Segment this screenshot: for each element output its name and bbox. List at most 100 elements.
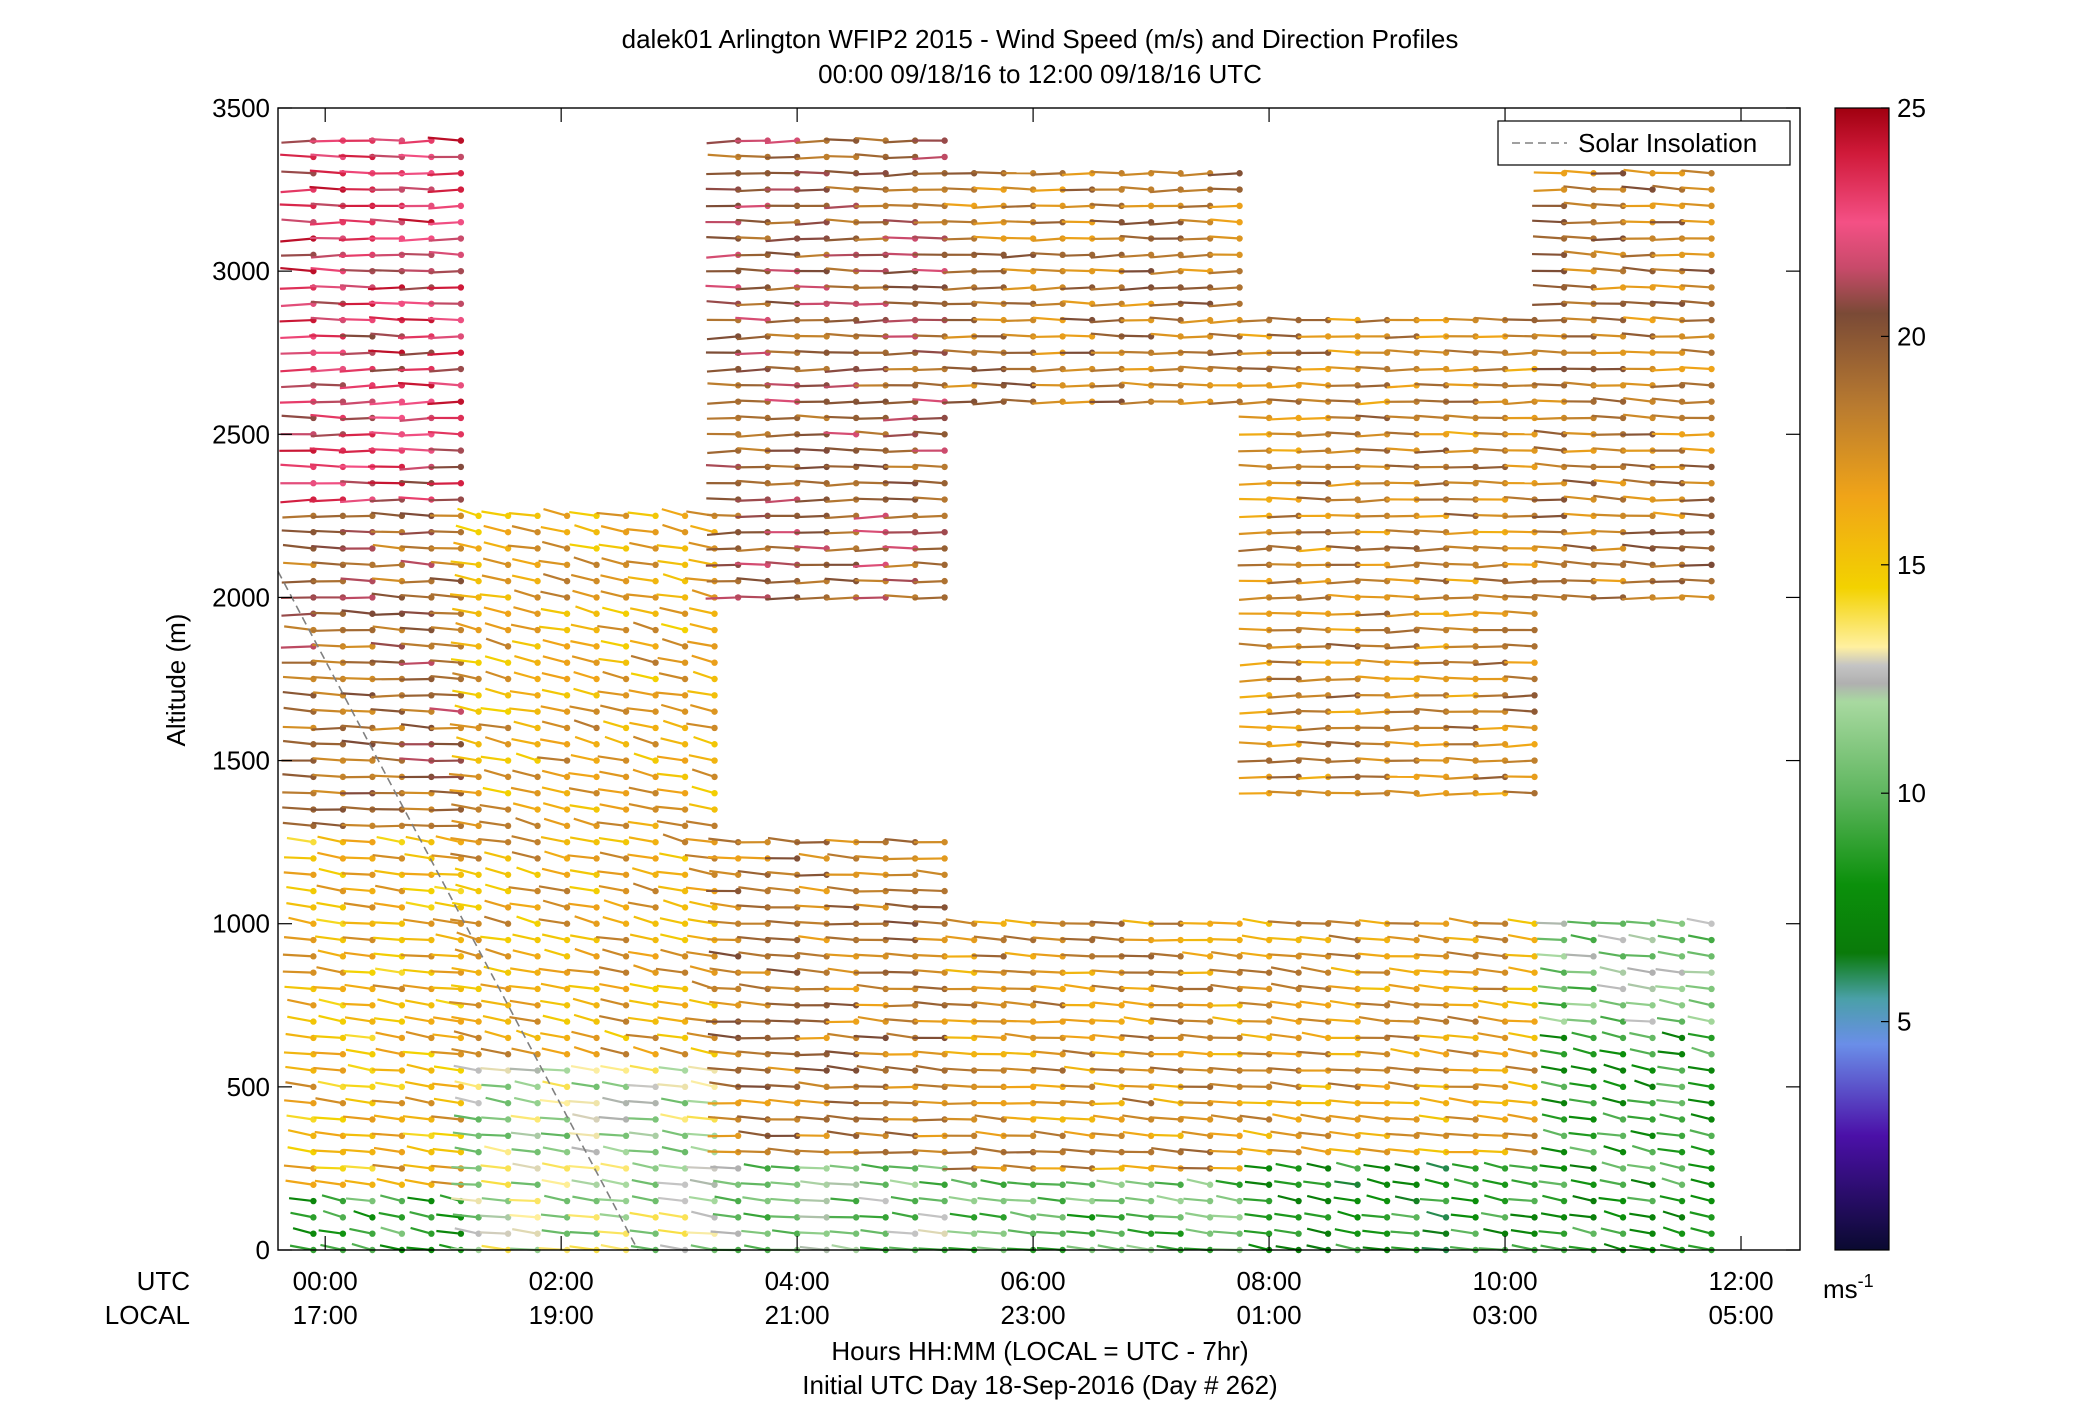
wind-barb (889, 1179, 919, 1188)
wind-barb-head (563, 741, 571, 748)
wind-barb (573, 687, 600, 699)
wind-barb (883, 920, 919, 927)
wind-barb (543, 508, 571, 520)
wind-barb (287, 998, 317, 1009)
wind-barb-head (457, 316, 465, 324)
wind-barb (1391, 1212, 1420, 1221)
wind-barb-shaft (975, 1130, 1004, 1137)
wind-barb (1002, 284, 1037, 291)
wind-barb (1031, 170, 1066, 177)
wind-barb-shaft (451, 1182, 479, 1186)
wind-barb-head (534, 1230, 541, 1237)
wind-barb (1121, 985, 1155, 993)
wind-barb (1120, 170, 1155, 177)
wind-barb-shaft (1091, 1132, 1122, 1137)
wind-barb-shaft (714, 1195, 739, 1203)
wind-barb-head (652, 904, 659, 911)
wind-barb-shaft (736, 399, 768, 403)
wind-barb (399, 626, 435, 634)
wind-barb-head (593, 528, 600, 536)
wind-barb (600, 574, 630, 585)
wind-barb (830, 1197, 860, 1205)
wind-barb-shaft (402, 1050, 432, 1056)
wind-barb-shaft (512, 802, 538, 811)
wind-barb-shaft (287, 998, 314, 1007)
wind-barb-shaft (399, 400, 432, 406)
wind-barb-shaft (573, 556, 597, 566)
wind-barb (798, 1165, 830, 1172)
wind-barb-head (681, 675, 689, 683)
wind-barb-shaft (913, 381, 945, 387)
wind-barb (1120, 186, 1155, 193)
wind-barb (1244, 1213, 1273, 1221)
wind-barb-shaft (628, 1131, 656, 1137)
wind-barb (914, 1132, 948, 1140)
wind-barb-shaft (944, 1036, 975, 1040)
wind-barb (539, 1067, 571, 1074)
wind-barb-shaft (736, 154, 768, 159)
wind-barb (1005, 1197, 1037, 1205)
wind-barb (658, 885, 689, 895)
wind-barb-shaft (572, 997, 597, 1007)
wind-barb (1120, 936, 1155, 944)
wind-barb-shaft (766, 433, 798, 438)
wind-barb-shaft (628, 786, 656, 795)
wind-barb-head (534, 790, 541, 797)
wind-barb (1179, 1002, 1214, 1009)
wind-barb-shaft (855, 1131, 886, 1137)
wind-barb-head (593, 953, 600, 960)
wind-barb-shaft (1208, 400, 1240, 405)
wind-barb-shaft (628, 689, 656, 697)
wind-barb-shaft (1002, 186, 1034, 191)
wind-barb-shaft (481, 1179, 509, 1186)
wind-barb-shaft (770, 1215, 798, 1219)
wind-barb-shaft (973, 221, 1004, 225)
wind-barb-shaft (1208, 332, 1240, 338)
wind-barb (1306, 1194, 1332, 1205)
wind-barb-shaft (829, 1230, 857, 1235)
wind-barb (913, 577, 948, 585)
wind-barb-head (911, 871, 919, 878)
wind-barb-head (1413, 1181, 1420, 1188)
wind-barb-shaft (1061, 1084, 1093, 1088)
wind-barb (1004, 1032, 1037, 1042)
wind-barb-head (652, 855, 659, 862)
wind-barb (285, 1081, 317, 1091)
wind-barb (480, 1214, 512, 1221)
wind-barb-shaft (542, 572, 568, 583)
wind-barb-shaft (400, 723, 432, 730)
wind-barb (380, 1194, 406, 1205)
wind-barb-head (563, 577, 571, 585)
wind-barb-shaft (509, 1067, 538, 1072)
wind-barb-head (652, 887, 659, 895)
wind-barb (657, 1016, 689, 1025)
wind-barb-head (504, 724, 512, 732)
wind-barb (825, 545, 860, 552)
wind-barb (347, 1063, 376, 1074)
wind-barb-shaft (568, 787, 597, 795)
wind-barb-shaft (403, 1163, 432, 1170)
wind-barb (569, 1230, 600, 1237)
wind-barb (342, 871, 376, 878)
wind-barb-head (457, 300, 465, 307)
wind-barb (658, 672, 689, 683)
wind-barb (1185, 1212, 1214, 1221)
wind-barb-shaft (280, 367, 314, 373)
wind-barb-shaft (407, 1196, 432, 1203)
wind-barb-head (882, 1165, 889, 1172)
wind-barb (400, 822, 435, 830)
wind-barb-head (941, 838, 948, 846)
wind-barb-shaft (481, 510, 509, 517)
wind-barb (1065, 1197, 1096, 1205)
wind-barb-head (1383, 1181, 1391, 1188)
wind-barb-head (475, 790, 482, 797)
wind-barb-shaft (483, 768, 509, 778)
wind-barb-shaft (1392, 1180, 1417, 1186)
wind-barb-head (711, 806, 718, 813)
wind-barb (973, 186, 1007, 193)
wind-barb (1304, 1212, 1332, 1221)
wind-barb-shaft (765, 416, 798, 421)
wind-barb (979, 1212, 1007, 1221)
wind-barb-head (711, 757, 718, 764)
wind-barb-shaft (1060, 253, 1093, 257)
